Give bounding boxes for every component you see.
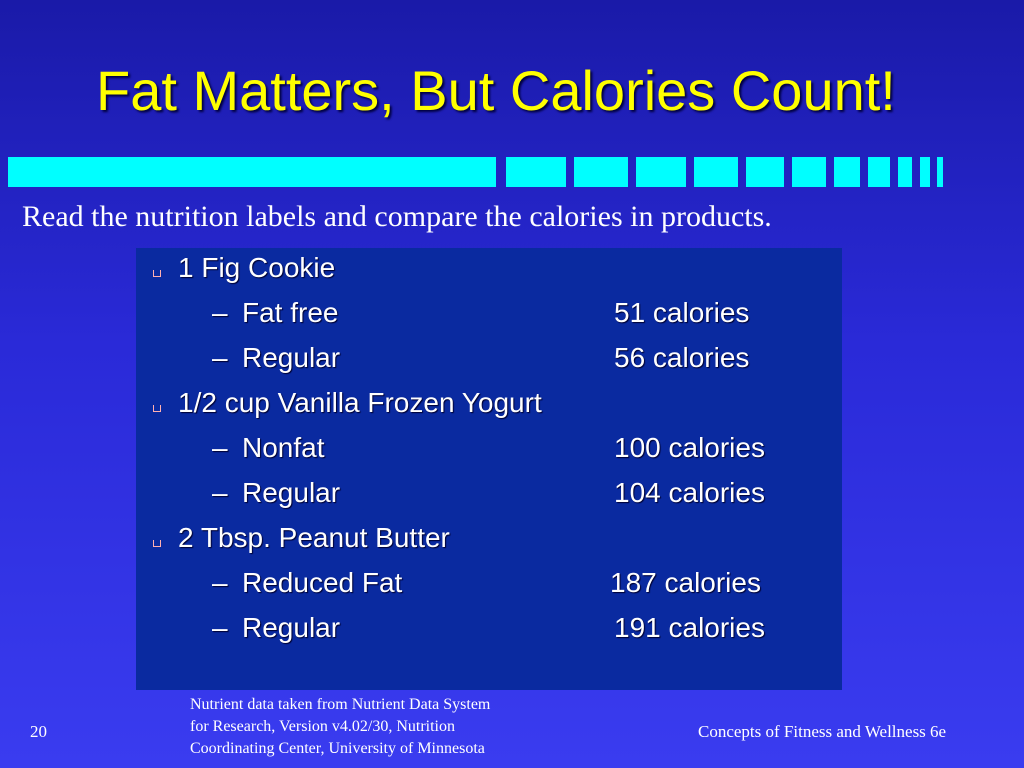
- bullet-icon: [153, 540, 161, 547]
- content-panel: 1 Fig Cookie – Fat free 51 calories – Re…: [136, 248, 842, 690]
- decorative-bar: [574, 157, 628, 187]
- dash-icon: –: [212, 612, 228, 643]
- decorative-bar: [868, 157, 890, 187]
- list-item: Fat free: [242, 297, 339, 328]
- source-line: for Research, Version v4.02/30, Nutritio…: [190, 718, 455, 735]
- source-line: Coordinating Center, University of Minne…: [190, 740, 485, 757]
- decorative-bar: [8, 157, 496, 187]
- decorative-bar: [746, 157, 784, 187]
- calorie-value: 104 calories: [614, 477, 765, 508]
- dash-icon: –: [212, 297, 228, 328]
- dash-icon: –: [212, 342, 228, 373]
- decorative-bar: [898, 157, 912, 187]
- list-item: Regular: [242, 342, 341, 373]
- list-item: Regular: [242, 612, 341, 643]
- dash-icon: –: [212, 432, 228, 463]
- source-note: Nutrient data taken from Nutrient Data S…: [190, 694, 590, 760]
- bullet-icon: [153, 270, 161, 277]
- calorie-value: 51 calories: [614, 297, 750, 328]
- footer-text: Concepts of Fitness and Wellness 6e: [698, 722, 947, 741]
- decorative-bar: [937, 157, 943, 187]
- decorative-bar: [636, 157, 686, 187]
- slide-subtitle: Read the nutrition labels and compare th…: [22, 200, 772, 233]
- list-item: Nonfat: [242, 432, 325, 463]
- decorative-bar: [792, 157, 826, 187]
- decorative-bar: [694, 157, 738, 187]
- calorie-value: 191 calories: [614, 612, 765, 643]
- decorative-bar: [834, 157, 860, 187]
- dash-icon: –: [212, 567, 228, 598]
- page-number: 20: [30, 722, 47, 741]
- dash-icon: –: [212, 477, 228, 508]
- slide-title: Fat Matters, But Calories Count!: [96, 59, 896, 122]
- decorative-bar: [506, 157, 566, 187]
- calorie-value: 100 calories: [614, 432, 765, 463]
- list-item: 1 Fig Cookie: [178, 252, 336, 283]
- list-item: Regular: [242, 477, 341, 508]
- list-item: 1/2 cup Vanilla Frozen Yogurt: [178, 387, 542, 418]
- calorie-value: 187 calories: [610, 567, 761, 598]
- bullet-icon: [153, 405, 161, 412]
- list-item: Reduced Fat: [242, 567, 403, 598]
- source-line: Nutrient data taken from Nutrient Data S…: [190, 696, 491, 713]
- list-item: 2 Tbsp. Peanut Butter: [178, 522, 450, 553]
- decorative-bar: [920, 157, 930, 187]
- calorie-value: 56 calories: [614, 342, 750, 373]
